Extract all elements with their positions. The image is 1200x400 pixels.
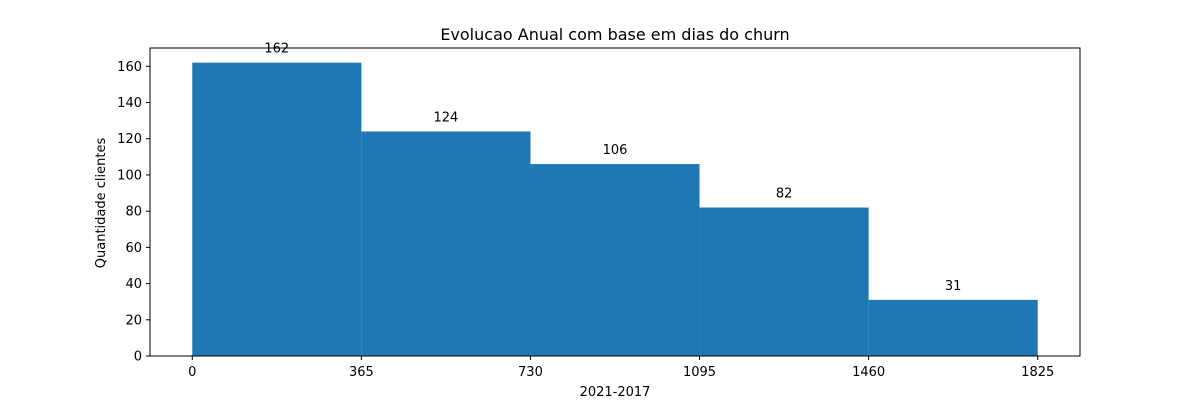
y-tick-label-5: 100 (117, 168, 142, 183)
x-tick-label-0: 0 (188, 365, 196, 380)
bar-value-label-3: 82 (776, 187, 793, 202)
y-tick-label-6: 120 (117, 132, 142, 147)
bar-3 (699, 207, 869, 356)
bar-value-label-1: 124 (433, 110, 458, 125)
y-tick-label-4: 80 (125, 205, 142, 220)
bar-0 (192, 62, 362, 357)
bar-value-label-0: 162 (264, 42, 289, 57)
y-tick-label-3: 60 (125, 241, 142, 256)
y-tick-label-0: 0 (134, 350, 142, 365)
x-axis-label: 2021-2017 (580, 385, 651, 400)
y-tick-label-8: 160 (117, 60, 142, 75)
bar-value-label-4: 31 (945, 279, 962, 294)
x-tick-label-4: 1460 (852, 365, 885, 380)
bar-value-label-2: 106 (603, 143, 628, 158)
y-tick-label-7: 140 (117, 96, 142, 111)
x-tick-label-1: 365 (349, 365, 374, 380)
chart-title: Evolucao Anual com base em dias do churn (440, 25, 789, 44)
y-tick-label-1: 20 (125, 313, 142, 328)
plot-frame (149, 47, 1081, 357)
y-tick-label-2: 40 (125, 277, 142, 292)
x-tick-label-5: 1825 (1021, 365, 1054, 380)
x-tick-label-3: 1095 (683, 365, 716, 380)
y-axis-label: Quantidade clientes (94, 138, 109, 269)
x-tick-label-2: 730 (518, 365, 543, 380)
bar-4 (868, 299, 1038, 356)
bar-2 (530, 164, 700, 356)
bar-1 (361, 131, 531, 356)
plot-area: 162 124 106 82 31 0 365 730 1095 1460 1825 0 20 40 60 8… (117, 42, 1081, 380)
